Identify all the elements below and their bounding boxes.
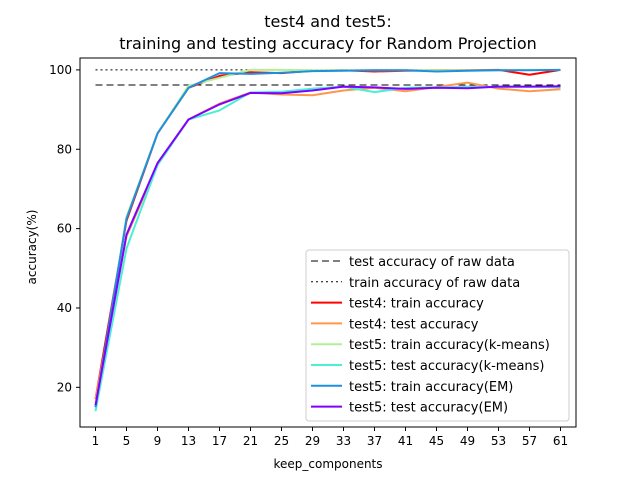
series-line-5 [94, 68, 561, 408]
legend-label-6: test5: test accuracy(k-means) [349, 359, 545, 374]
legend-label-7: test5: train accuracy(EM) [349, 380, 513, 395]
y-tick-label: 100 [49, 63, 72, 77]
x-tick-label: 29 [305, 434, 320, 448]
y-tick-label: 60 [57, 222, 72, 236]
plot-area [79, 57, 577, 428]
x-tick-label: 21 [243, 434, 258, 448]
x-tick-label: 25 [274, 434, 289, 448]
x-tick-label: 57 [522, 434, 537, 448]
x-axis-label: keep_components [273, 457, 382, 471]
x-tick-label: 5 [123, 434, 131, 448]
legend-label-8: test5: test accuracy(EM) [349, 401, 508, 416]
y-tick-label: 80 [57, 142, 72, 156]
x-tick-label: 33 [336, 434, 351, 448]
legend-label-1: test accuracy of raw data [349, 255, 515, 270]
legend-box [305, 249, 570, 422]
y-axis: 20 40 60 80 100 [49, 63, 80, 394]
series-group [94, 68, 561, 412]
x-tick-label: 41 [398, 434, 413, 448]
legend-label-3: test4: train accuracy [349, 297, 484, 312]
x-axis: 1 5 9 13 17 21 25 29 33 37 41 45 49 53 57 61 [92, 427, 568, 448]
x-tick-label: 1 [92, 434, 100, 448]
y-axis-label: accuracy(%) [25, 210, 39, 285]
x-tick-label: 9 [154, 434, 162, 448]
legend-label-5: test5: train accuracy(k-means) [349, 338, 550, 353]
x-tick-label: 17 [212, 434, 227, 448]
legend-label-4: test4: test accuracy [349, 317, 479, 332]
x-tick-label: 49 [460, 434, 475, 448]
legend: test accuracy of raw data train accuracy … [305, 249, 570, 422]
series-line-6 [94, 85, 561, 406]
y-tick-label: 20 [57, 380, 72, 394]
x-tick-label: 37 [367, 434, 382, 448]
x-tick-label: 13 [181, 434, 196, 448]
x-tick-label: 45 [429, 434, 444, 448]
y-tick-label: 40 [57, 301, 72, 315]
chart-title-line-2: training and testing accuracy for Random… [119, 34, 537, 53]
x-tick-label: 61 [553, 434, 568, 448]
x-tick-label: 53 [491, 434, 506, 448]
chart-title-line-1: test4 and test5: [264, 12, 391, 31]
plot-frame [79, 57, 577, 428]
legend-label-2: train accuracy of raw data [349, 276, 520, 291]
